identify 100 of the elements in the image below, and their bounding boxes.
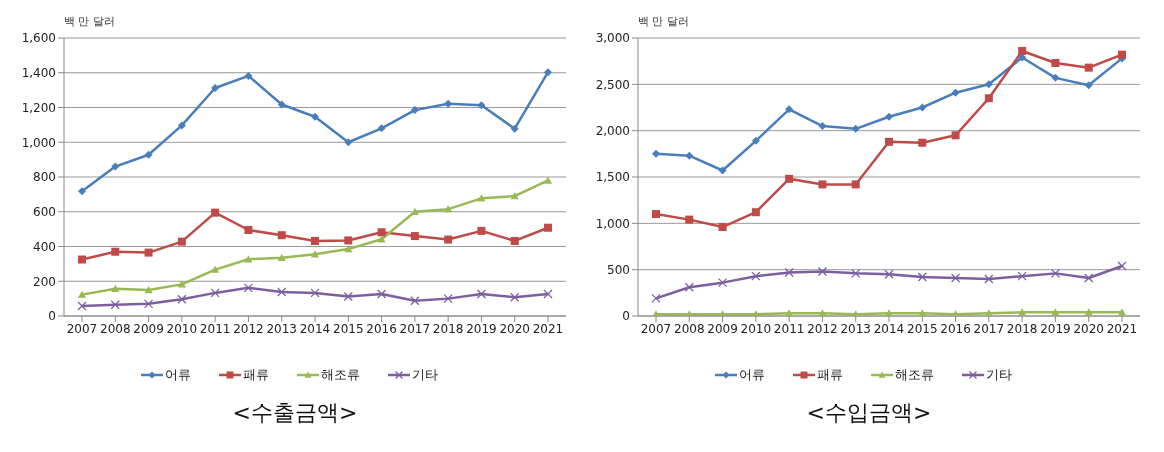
point: [277, 100, 286, 109]
point: [211, 265, 220, 273]
point: [950, 273, 961, 283]
point: [544, 68, 552, 77]
x-tick-label: 2020: [499, 321, 530, 336]
point: [177, 121, 186, 130]
point: [652, 210, 660, 219]
y-tick-label: 500: [607, 262, 630, 277]
point: [111, 284, 120, 292]
point: [111, 247, 120, 256]
point: [818, 180, 827, 189]
y-axis-title: 백 만 달러: [64, 14, 115, 29]
point: [110, 300, 120, 310]
point: [410, 106, 419, 115]
point: [410, 296, 420, 306]
point: [851, 124, 860, 133]
point: [444, 99, 453, 108]
point: [311, 236, 319, 245]
point: [477, 226, 486, 235]
y-tick-label: 600: [33, 205, 56, 220]
point: [211, 208, 220, 217]
point: [685, 215, 694, 224]
legend-label: 어류: [738, 366, 765, 384]
point: [885, 112, 893, 121]
point: [984, 309, 993, 316]
point: [851, 180, 860, 189]
legend-label: 어류: [164, 366, 191, 384]
point: [510, 236, 519, 245]
x-tick-label: 2009: [133, 321, 164, 336]
legend-label: 해조류: [320, 366, 360, 384]
legend-label: 해조류: [894, 366, 934, 384]
point: [510, 124, 519, 133]
point: [1117, 261, 1127, 271]
point: [1084, 63, 1093, 72]
legend-label: 패류: [816, 366, 843, 384]
point: [244, 255, 253, 263]
y-tick-label: 2,500: [595, 77, 630, 92]
point: [78, 255, 86, 264]
x-tick-label: 2008: [674, 321, 705, 336]
point: [652, 149, 660, 158]
text: <수입금액>: [805, 399, 933, 427]
point: [344, 138, 353, 147]
y-axis-title: 백 만 달러: [638, 14, 689, 29]
y-tick-label: 2,000: [595, 123, 630, 138]
point: [144, 248, 153, 257]
point: [1084, 273, 1094, 283]
point: [851, 268, 861, 279]
point: [443, 293, 453, 304]
point: [377, 235, 386, 243]
legend-label: 기타: [985, 366, 1012, 384]
point: [684, 282, 694, 292]
y-tick-label: 1,200: [21, 100, 56, 115]
y-tick-label: 800: [33, 170, 56, 185]
point: [785, 105, 794, 114]
point: [1018, 46, 1027, 55]
x-tick-label: 2014: [299, 321, 331, 336]
x-tick-label: 2018: [1006, 321, 1038, 336]
x-tick-label: 2014: [873, 321, 905, 336]
point: [210, 288, 220, 298]
point: [1050, 268, 1061, 279]
point: [718, 223, 727, 232]
point: [544, 223, 552, 232]
point: [544, 176, 552, 184]
x-tick-label: 2015: [907, 321, 938, 336]
point: [817, 266, 828, 277]
point: [751, 136, 760, 145]
point: [510, 192, 519, 200]
point: [1084, 81, 1093, 90]
point: [377, 124, 386, 133]
point: [918, 138, 927, 147]
point: [143, 299, 154, 309]
y-tick-label: 3,000: [595, 31, 630, 46]
point: [751, 208, 760, 217]
y-tick-label: 1,000: [21, 135, 56, 150]
point: [951, 88, 960, 97]
point: [277, 253, 286, 261]
point: [510, 292, 520, 302]
x-tick-label: 2010: [166, 321, 198, 336]
point: [310, 288, 320, 298]
point: [177, 294, 187, 304]
x-tick-label: 2010: [740, 321, 772, 336]
point: [244, 225, 253, 234]
point: [785, 174, 794, 183]
x-tick-label: 2021: [532, 321, 564, 336]
x-tick-label: 2020: [1073, 321, 1104, 336]
point: [885, 137, 893, 146]
point: [1051, 73, 1060, 82]
y-tick-label: 1,400: [21, 66, 56, 81]
y-tick-label: 1,500: [595, 170, 630, 185]
x-tick-label: 2019: [466, 321, 497, 336]
point: [951, 131, 960, 140]
x-tick-label: 2021: [1106, 321, 1138, 336]
point: [78, 187, 86, 196]
point: [751, 271, 761, 281]
point: [344, 245, 353, 253]
point: [377, 228, 386, 237]
point: [477, 194, 486, 202]
x-tick-label: 2011: [199, 321, 231, 336]
y-tick-label: 0: [622, 309, 630, 324]
x-tick-label: 2008: [100, 321, 131, 336]
